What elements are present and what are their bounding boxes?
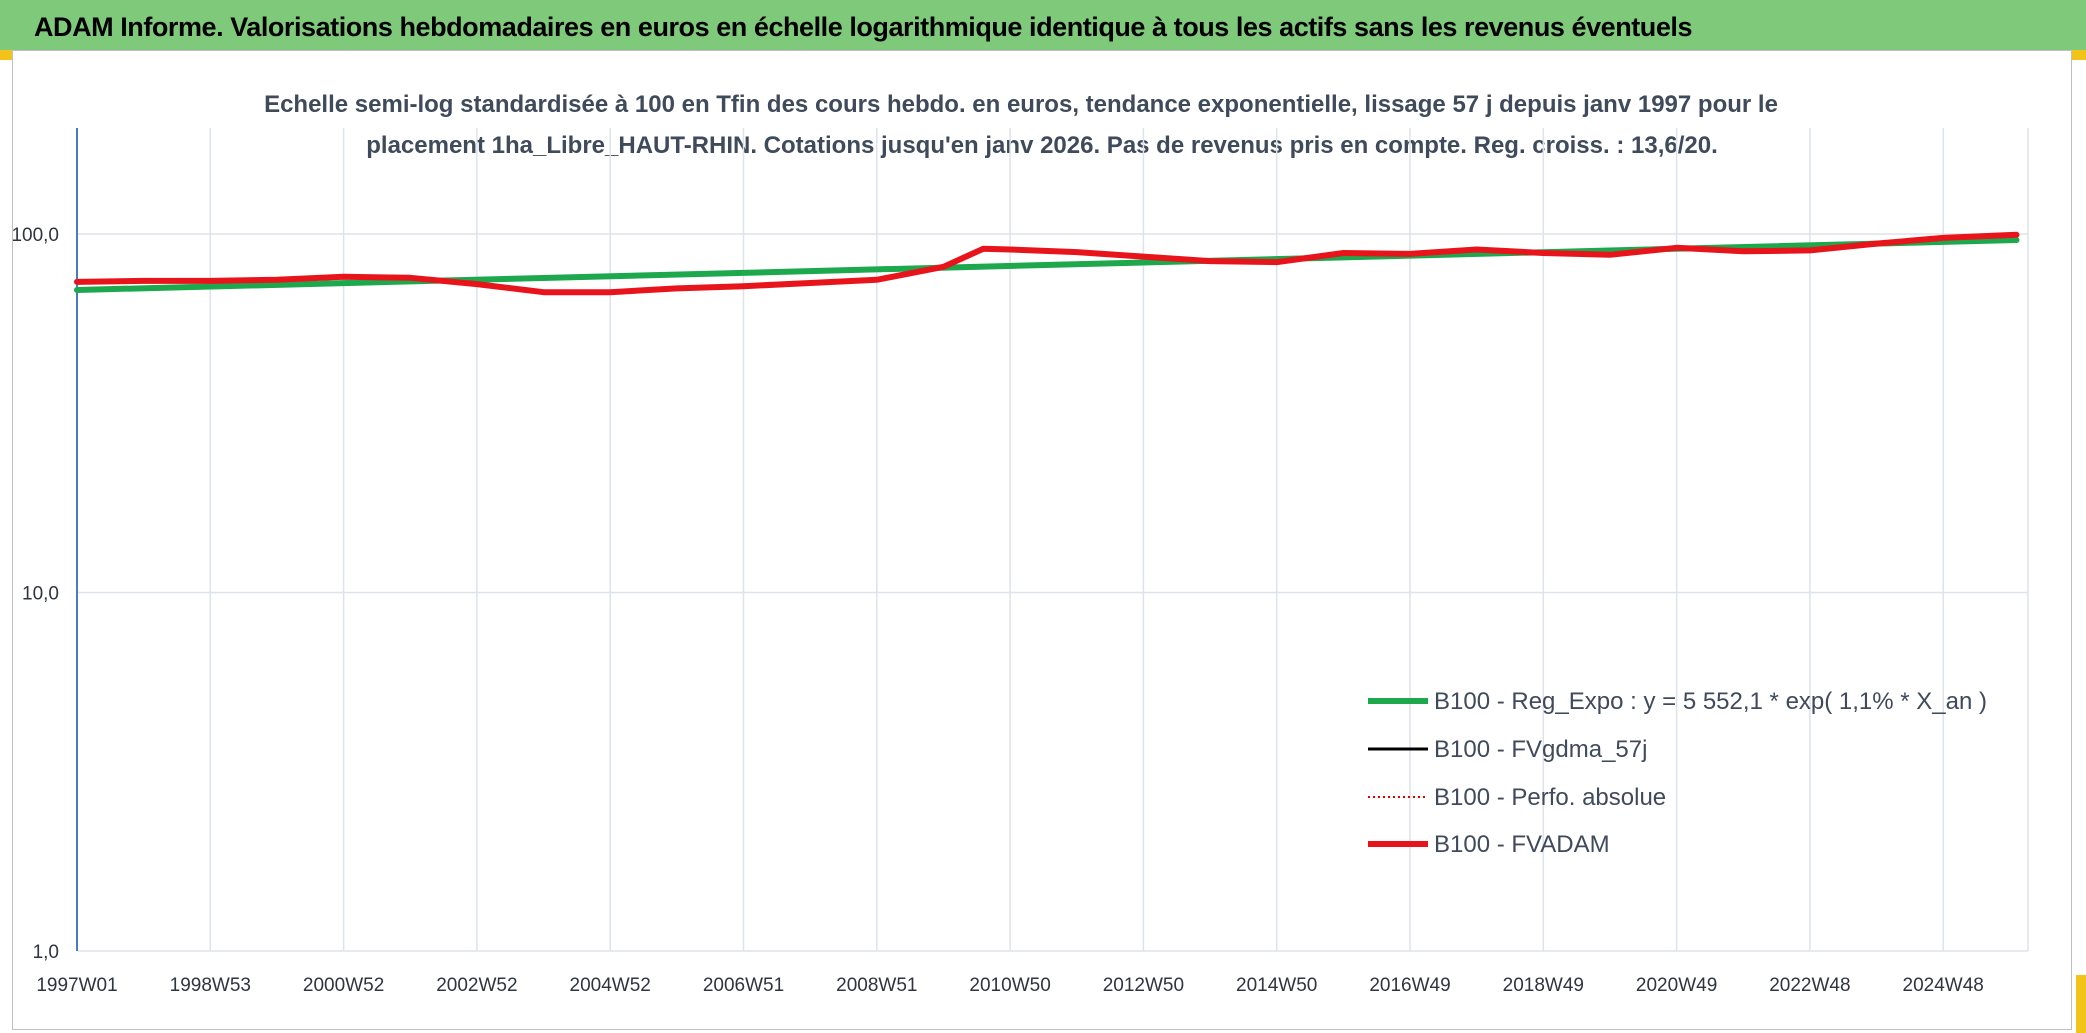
x-tick-label: 2004W52	[570, 975, 651, 996]
y-tick-label: 1,0	[33, 942, 59, 963]
x-tick-label: 2000W52	[303, 975, 384, 996]
legend-item-fvgdma-label: B100 - FVgdma_57j	[1434, 736, 1647, 763]
x-tick-label: 2014W50	[1236, 975, 1317, 996]
legend-item-reg-expo-label: B100 - Reg_Expo : y = 5 552,1 * exp( 1,1…	[1434, 688, 1987, 715]
y-tick-label: 100,0	[11, 225, 59, 246]
chart-title-line-2: placement 1ha_Libre_HAUT-RHIN. Cotations…	[366, 132, 1718, 159]
x-tick-label: 2022W48	[1769, 975, 1850, 996]
corner-accent-bottom-right	[2076, 975, 2086, 1033]
legend-item-fvadam-label: B100 - FVADAM	[1434, 831, 1610, 858]
report-banner-title: ADAM Informe. Valorisations hebdomadaire…	[0, 0, 2086, 50]
legend-item-perfo-absolue-label: B100 - Perfo. absolue	[1434, 784, 1666, 811]
x-tick-label: 1997W01	[36, 975, 117, 996]
x-tick-label: 1998W53	[170, 975, 251, 996]
x-tick-label: 2002W52	[436, 975, 517, 996]
chart-title-line-1: Echelle semi-log standardisée à 100 en T…	[264, 91, 1778, 118]
corner-accent-left	[0, 50, 22, 60]
corner-accent-right	[2064, 50, 2086, 60]
x-tick-label: 2010W50	[969, 975, 1050, 996]
x-tick-label: 2008W51	[836, 975, 917, 996]
y-tick-label: 10,0	[22, 584, 59, 605]
x-tick-label: 2024W48	[1903, 975, 1984, 996]
x-tick-label: 2012W50	[1103, 975, 1184, 996]
chart-frame	[12, 50, 2072, 1030]
series-line-fvadam	[74, 231, 2020, 296]
x-tick-label: 2016W49	[1369, 975, 1450, 996]
x-tick-label: 2006W51	[703, 975, 784, 996]
x-tick-label: 2018W49	[1503, 975, 1584, 996]
x-tick-label: 2020W49	[1636, 975, 1717, 996]
